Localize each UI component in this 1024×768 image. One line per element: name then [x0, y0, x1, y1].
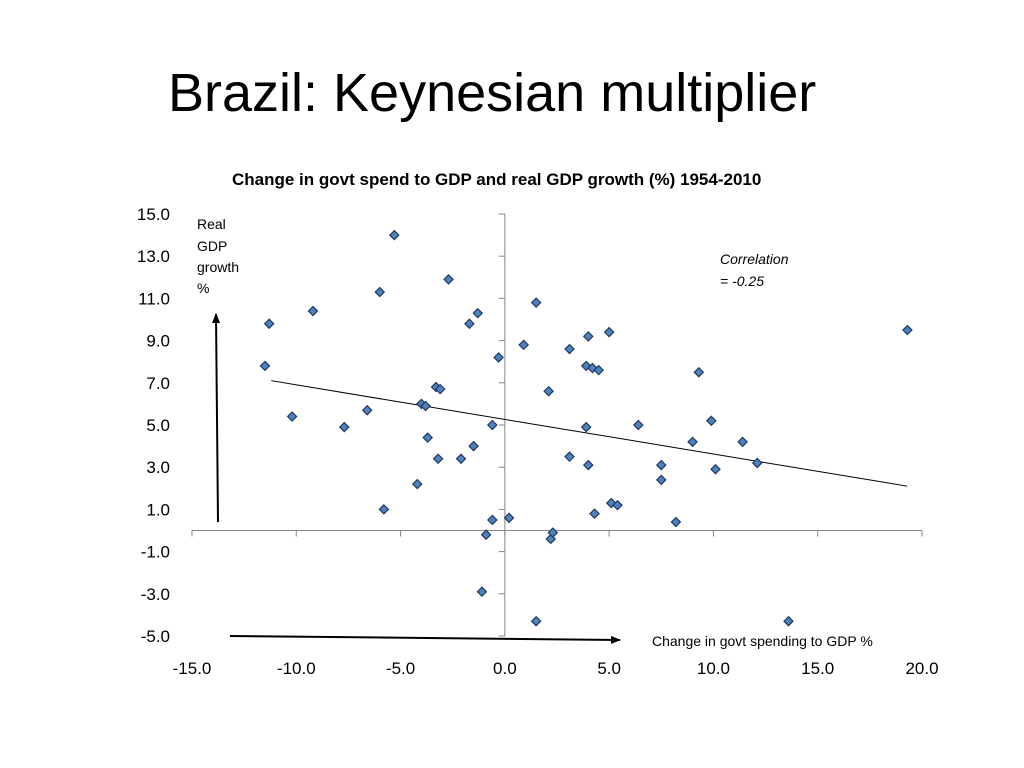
data-point [564, 343, 575, 355]
data-point [612, 499, 623, 511]
x-tick-label: 10.0 [697, 659, 730, 678]
y-tick-label: 13.0 [137, 247, 170, 266]
data-point [338, 421, 350, 433]
data-point [361, 404, 373, 416]
data-point [263, 318, 275, 330]
data-point [530, 615, 542, 627]
x-tick-label: -5.0 [386, 659, 415, 678]
axes [191, 213, 923, 637]
y-arrow [212, 313, 221, 523]
y-tick-label: 15.0 [137, 205, 170, 224]
trendline [271, 380, 908, 487]
chart-title: Change in govt spend to GDP and real GDP… [232, 170, 762, 189]
data-point [374, 286, 386, 298]
data-point [468, 440, 479, 452]
x-tick-label: -10.0 [277, 659, 316, 678]
data-point [605, 497, 617, 509]
data-point [693, 366, 705, 378]
ylabel-line-3: growth [197, 259, 239, 275]
y-tick-label: -1.0 [141, 543, 170, 562]
data-point [378, 504, 390, 515]
data-point [420, 400, 431, 412]
data-point [493, 352, 504, 363]
data-point [593, 364, 605, 376]
data-point [432, 453, 444, 465]
data-point [783, 615, 794, 627]
data-point [476, 586, 488, 598]
data-point [472, 307, 484, 319]
y-tick-label: 9.0 [146, 332, 170, 351]
data-point [564, 451, 575, 462]
data-point [582, 331, 594, 342]
data-point [710, 463, 721, 475]
data-point [464, 318, 475, 330]
data-point [705, 415, 717, 427]
annotations: Real GDP growth % Correlation = -0.25 Ch… [197, 216, 873, 649]
correlation-line-2: = -0.25 [720, 273, 764, 289]
data-point [503, 512, 515, 524]
data-point [582, 459, 594, 471]
y-tick-label: 1.0 [146, 500, 170, 519]
ylabel-line-4: % [197, 280, 209, 296]
data-point [259, 360, 271, 372]
data-point [687, 436, 698, 448]
y-tick-label: 3.0 [146, 458, 170, 477]
xlabel: Change in govt spending to GDP % [652, 633, 873, 649]
data-point [655, 474, 667, 486]
data-point [486, 514, 498, 526]
data-point [751, 457, 763, 469]
data-point [632, 419, 644, 431]
data-point [589, 508, 600, 519]
x-tick-label: 15.0 [801, 659, 834, 678]
data-points [259, 229, 913, 627]
data-point [455, 453, 467, 465]
x-tick-label: 5.0 [597, 659, 621, 678]
data-point [286, 411, 298, 422]
data-point [547, 527, 559, 538]
data-point [670, 516, 682, 528]
ylabel-line-1: Real [197, 216, 226, 232]
y-tick-label: 7.0 [146, 374, 170, 393]
ylabel-line-2: GDP [197, 238, 227, 254]
trendline-layer [271, 380, 908, 487]
slide-title: Brazil: Keynesian multiplier [168, 63, 817, 123]
data-point [580, 421, 592, 433]
data-point [422, 432, 434, 444]
data-point [543, 385, 555, 397]
data-point [443, 274, 454, 285]
data-point [603, 326, 615, 338]
data-point [434, 383, 446, 395]
x-tick-label: -15.0 [173, 659, 212, 678]
data-point [486, 419, 498, 431]
data-point [411, 478, 423, 490]
data-point [307, 305, 319, 317]
data-point [902, 324, 913, 336]
data-point [388, 229, 400, 241]
correlation-line-1: Correlation [720, 251, 789, 267]
y-tick-label: -5.0 [141, 627, 170, 646]
x-arrow [229, 635, 621, 644]
y-tick-label: 5.0 [146, 416, 170, 435]
y-tick-label: -3.0 [141, 585, 170, 604]
x-tick-label: 0.0 [493, 659, 517, 678]
tick-labels: -15.0 -10.0 -5.0 0.0 5.0 10.0 15.0 20.0 15.0 13.0… [137, 205, 939, 678]
y-tick-label: 11.0 [138, 289, 170, 308]
data-point [737, 436, 748, 448]
data-point [545, 533, 557, 545]
data-point [480, 529, 492, 541]
data-point [530, 297, 542, 308]
data-point [655, 459, 667, 471]
x-tick-label: 20.0 [905, 659, 938, 678]
data-point [518, 339, 529, 351]
